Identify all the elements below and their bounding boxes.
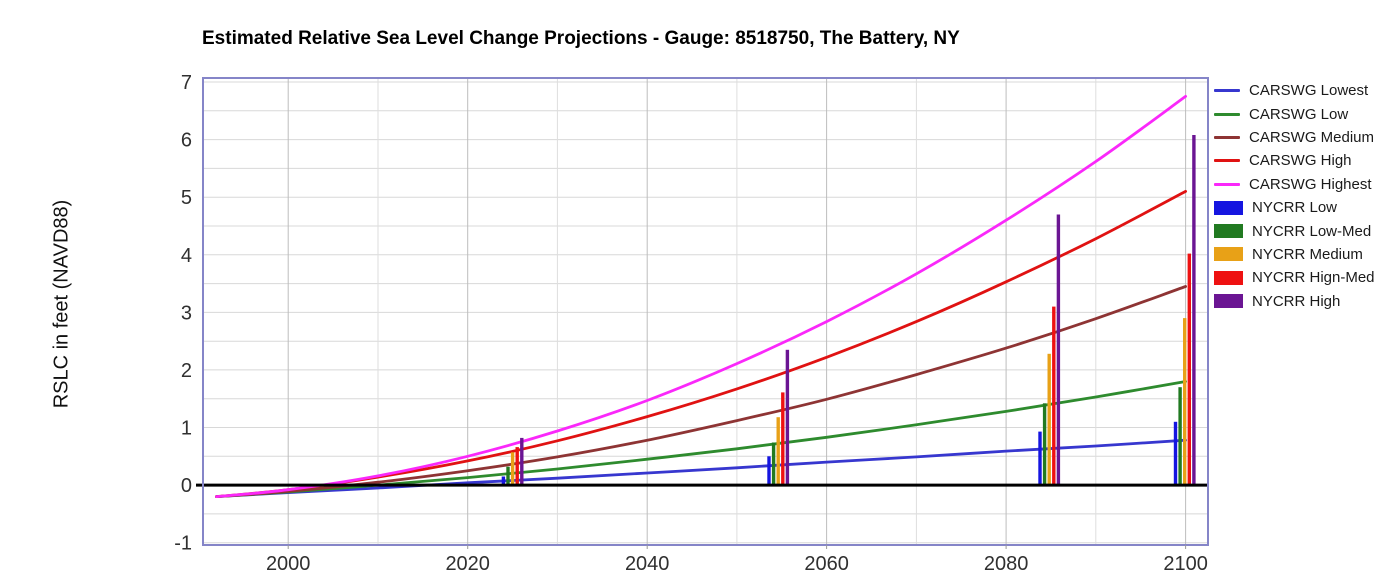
legend-swatch-box-icon bbox=[1214, 294, 1243, 309]
y-tick-label: 0 bbox=[181, 475, 192, 497]
y-tick-label: 5 bbox=[181, 187, 192, 209]
bar-nycrr-low-2100 bbox=[1173, 421, 1178, 486]
bar-nycrr-low-med-2085 bbox=[1042, 403, 1047, 486]
bar-nycrr-high-2025 bbox=[520, 437, 524, 486]
x-tick-label: 2040 bbox=[625, 553, 670, 575]
legend-item-carswg-lowest: CARSWG Lowest bbox=[1214, 79, 1375, 102]
legend-swatch-line-icon bbox=[1214, 135, 1240, 139]
bar-nycrr-medium-2085 bbox=[1047, 353, 1051, 486]
y-tick-label: 4 bbox=[181, 245, 192, 267]
bar-nycrr-low-2055 bbox=[767, 456, 771, 486]
legend-swatch-box-icon bbox=[1214, 247, 1243, 262]
bar-nycrr-high-2100 bbox=[1192, 135, 1196, 486]
legend-swatch-line-icon bbox=[1214, 159, 1240, 163]
legend-label: CARSWG Highest bbox=[1249, 175, 1372, 193]
y-tick-label: 1 bbox=[181, 418, 192, 440]
legend-item-nycrr-high: NYCRR High bbox=[1214, 290, 1375, 313]
y-tick-label: 7 bbox=[181, 72, 192, 94]
bar-nycrr-low-2025 bbox=[501, 476, 506, 486]
bar-nycrr-hign-med-2055 bbox=[781, 392, 785, 486]
bar-nycrr-hign-med-2085 bbox=[1052, 306, 1056, 486]
legend-label: NYCRR Low bbox=[1252, 199, 1338, 217]
bar-nycrr-medium-2100 bbox=[1183, 318, 1187, 486]
curve-carswg-highest bbox=[215, 95, 1187, 498]
plot-border bbox=[202, 77, 1209, 546]
legend: CARSWG Lowest CARSWG Low CARSWG Medium CARS… bbox=[1214, 79, 1375, 313]
legend-swatch-box-icon bbox=[1214, 200, 1243, 215]
legend-item-nycrr-medium: NYCRR Medium bbox=[1214, 243, 1375, 266]
bar-nycrr-high-2055 bbox=[785, 349, 790, 486]
legend-item-carswg-low: CARSWG Low bbox=[1214, 102, 1375, 125]
y-tick-label: 3 bbox=[181, 302, 192, 324]
x-tick-label: 2000 bbox=[266, 553, 311, 575]
x-tick-label: 2080 bbox=[984, 553, 1029, 575]
bar-nycrr-high-2085 bbox=[1056, 214, 1061, 486]
chart-title: Estimated Relative Sea Level Change Proj… bbox=[202, 28, 960, 49]
legend-label: NYCRR Low-Med bbox=[1252, 222, 1372, 240]
y-tick-label: 2 bbox=[181, 360, 192, 382]
legend-swatch-box-icon bbox=[1214, 270, 1243, 285]
bar-nycrr-medium-2055 bbox=[776, 417, 780, 486]
legend-label: NYCRR Hign-Med bbox=[1252, 269, 1375, 287]
legend-label: CARSWG Lowest bbox=[1249, 82, 1369, 100]
legend-item-nycrr-hign-med: NYCRR Hign-Med bbox=[1214, 266, 1375, 289]
legend-label: NYCRR Medium bbox=[1252, 245, 1363, 263]
bar-nycrr-low-med-2025 bbox=[506, 466, 510, 486]
legend-swatch-line-icon bbox=[1214, 112, 1240, 116]
bar-nycrr-low-med-2055 bbox=[771, 442, 776, 486]
legend-swatch-line-icon bbox=[1214, 182, 1240, 186]
x-tick-label: 2060 bbox=[804, 553, 849, 575]
legend-item-carswg-high: CARSWG High bbox=[1214, 149, 1375, 172]
x-tick-label: 2100 bbox=[1163, 553, 1208, 575]
y-tick-label: 6 bbox=[181, 130, 192, 152]
legend-swatch-box-icon bbox=[1214, 224, 1243, 239]
bar-nycrr-low-2085 bbox=[1038, 431, 1042, 486]
legend-label: NYCRR High bbox=[1252, 292, 1341, 310]
x-tick-label: 2020 bbox=[445, 553, 490, 575]
bar-nycrr-hign-med-2025 bbox=[515, 447, 519, 486]
legend-swatch-line-icon bbox=[1214, 89, 1240, 93]
legend-label: CARSWG High bbox=[1249, 152, 1352, 170]
bar-nycrr-medium-2025 bbox=[510, 452, 515, 486]
legend-item-carswg-medium: CARSWG Medium bbox=[1214, 126, 1375, 149]
legend-item-carswg-highest: CARSWG Highest bbox=[1214, 173, 1375, 196]
legend-item-nycrr-low-med: NYCRR Low-Med bbox=[1214, 219, 1375, 242]
legend-label: CARSWG Medium bbox=[1249, 128, 1375, 146]
y-tick-label: -1 bbox=[174, 533, 192, 555]
bar-nycrr-low-med-2100 bbox=[1178, 387, 1182, 486]
curve-carswg-medium bbox=[215, 285, 1187, 498]
curve-carswg-lowest bbox=[215, 438, 1187, 498]
legend-item-nycrr-low: NYCRR Low bbox=[1214, 196, 1375, 219]
bar-nycrr-hign-med-2100 bbox=[1187, 253, 1191, 486]
legend-label: CARSWG Low bbox=[1249, 105, 1349, 123]
